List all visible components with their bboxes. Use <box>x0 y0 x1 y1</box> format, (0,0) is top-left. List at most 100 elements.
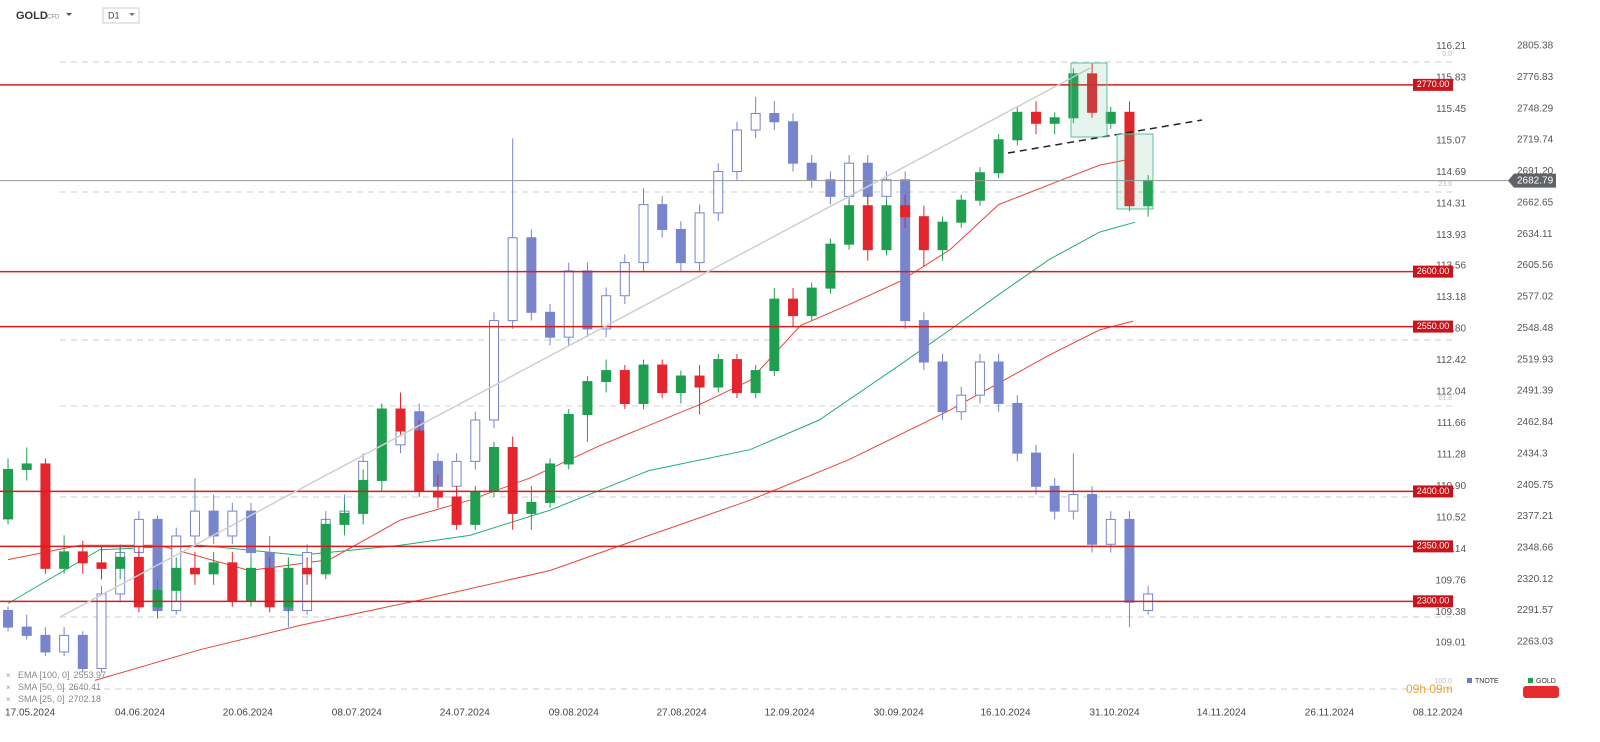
candle-body <box>675 228 686 264</box>
price-level-label: 2600.00 <box>1417 266 1450 276</box>
candle-body <box>862 162 873 197</box>
symbol-caret[interactable] <box>66 13 72 16</box>
price-level-box <box>1413 320 1453 333</box>
y2-tick-label: 2662.65 <box>1517 197 1554 208</box>
candle-body <box>563 270 574 338</box>
y-tick-label: 113.93 <box>1436 230 1466 241</box>
candle-body <box>1087 494 1098 545</box>
timeframe-box[interactable] <box>102 7 140 24</box>
candle-body <box>974 172 985 201</box>
candle-body <box>806 162 817 181</box>
candle-body <box>1124 111 1135 207</box>
candle-body <box>283 567 294 608</box>
candle-body <box>526 501 537 514</box>
candle-body <box>862 205 873 251</box>
candle-body <box>956 199 967 223</box>
y-tick-label: 114.31 <box>1436 198 1466 209</box>
candle-body <box>488 320 499 421</box>
x-tick-label: 14.11.2024 <box>1197 708 1247 719</box>
x-tick-label: 17.05.2024 <box>5 708 55 719</box>
indicator-name: SMA [50, 0] <box>18 682 65 692</box>
x-tick-label: 26.11.2024 <box>1305 708 1355 719</box>
candle-body <box>3 468 14 520</box>
candle-body <box>844 205 855 245</box>
timeframe[interactable]: D1 <box>108 10 120 20</box>
candle-body <box>675 375 686 394</box>
candle-body <box>77 551 88 564</box>
candle-body <box>582 270 593 330</box>
candle-body <box>21 463 32 470</box>
x-tick-label: 08.12.2024 <box>1413 708 1463 719</box>
candle-body <box>563 414 574 465</box>
candle-body <box>320 523 331 575</box>
fib-label: 23.6 <box>1438 181 1452 188</box>
indicator-line <box>94 320 1134 681</box>
candle-body <box>21 626 32 636</box>
candle-body <box>619 370 630 405</box>
y-tick-label: 116.21 <box>1436 41 1466 52</box>
candle-body <box>507 237 518 322</box>
indicator-value: 2640.41 <box>69 682 102 692</box>
candle-body <box>395 408 406 432</box>
widget[interactable] <box>1523 686 1559 698</box>
candle-body <box>208 562 219 575</box>
candle-body <box>713 170 724 214</box>
candle-body <box>750 112 761 131</box>
symbol-type: CFD <box>47 15 60 21</box>
candle-body <box>451 496 462 525</box>
candle-body <box>1031 452 1042 487</box>
candle-body <box>657 204 668 230</box>
x-tick-label: 31.10.2024 <box>1089 708 1139 719</box>
indicator-legend: SMA [50, 0] 2640.41 <box>18 682 101 692</box>
candle-body <box>601 295 612 330</box>
candle-body <box>937 361 948 413</box>
candle-body <box>96 593 107 670</box>
candle-body <box>806 287 817 317</box>
candle-body <box>694 212 705 264</box>
candle-body <box>96 562 107 569</box>
legend-label: GOLD <box>1536 678 1556 685</box>
fib-label: 61.8 <box>1438 395 1452 402</box>
y2-tick-label: 2263.03 <box>1517 637 1554 648</box>
indicator-name: SMA [25, 0] <box>18 694 65 704</box>
candle-body <box>189 510 200 537</box>
y-tick-label: 109.01 <box>1435 637 1466 648</box>
x-tick-label: 16.10.2024 <box>981 708 1031 719</box>
candle-body <box>881 205 892 251</box>
candle-body <box>750 370 761 394</box>
price-level-label: 2550.00 <box>1417 321 1450 331</box>
candle-body <box>731 359 742 394</box>
candle-body <box>208 510 219 537</box>
candle-body <box>451 460 462 487</box>
candle-body <box>638 204 649 264</box>
y-tick-label: 111.28 <box>1437 449 1467 460</box>
price-level-box <box>1413 485 1453 498</box>
candle-body <box>1068 73 1079 119</box>
last-price-label: 2682.79 <box>1517 175 1554 186</box>
y-tick-label: 109.76 <box>1435 575 1466 586</box>
candle-body <box>619 262 630 297</box>
candle-body <box>189 567 200 575</box>
candle-body <box>918 216 929 251</box>
x-tick-label: 12.09.2024 <box>765 708 815 719</box>
candle-body <box>526 237 537 313</box>
candle-body <box>900 205 911 218</box>
candle-body <box>974 361 985 396</box>
highlight-box <box>1116 133 1154 210</box>
candle-body <box>115 556 126 569</box>
candle-body <box>1049 485 1060 512</box>
symbol[interactable]: GOLD <box>16 10 48 22</box>
candle-body <box>713 359 724 388</box>
candle-body <box>1012 402 1023 454</box>
y2-tick-label: 2605.56 <box>1517 260 1554 271</box>
x-tick-label: 08.07.2024 <box>332 708 382 719</box>
legend-swatch <box>1528 678 1533 683</box>
y-tick-label: 115.07 <box>1436 135 1466 146</box>
y2-tick-label: 2748.29 <box>1517 103 1554 114</box>
candle-body <box>694 375 705 388</box>
candle-body <box>470 419 481 462</box>
y2-tick-label: 2577.02 <box>1517 292 1554 303</box>
indicator-remove: × <box>6 671 11 680</box>
